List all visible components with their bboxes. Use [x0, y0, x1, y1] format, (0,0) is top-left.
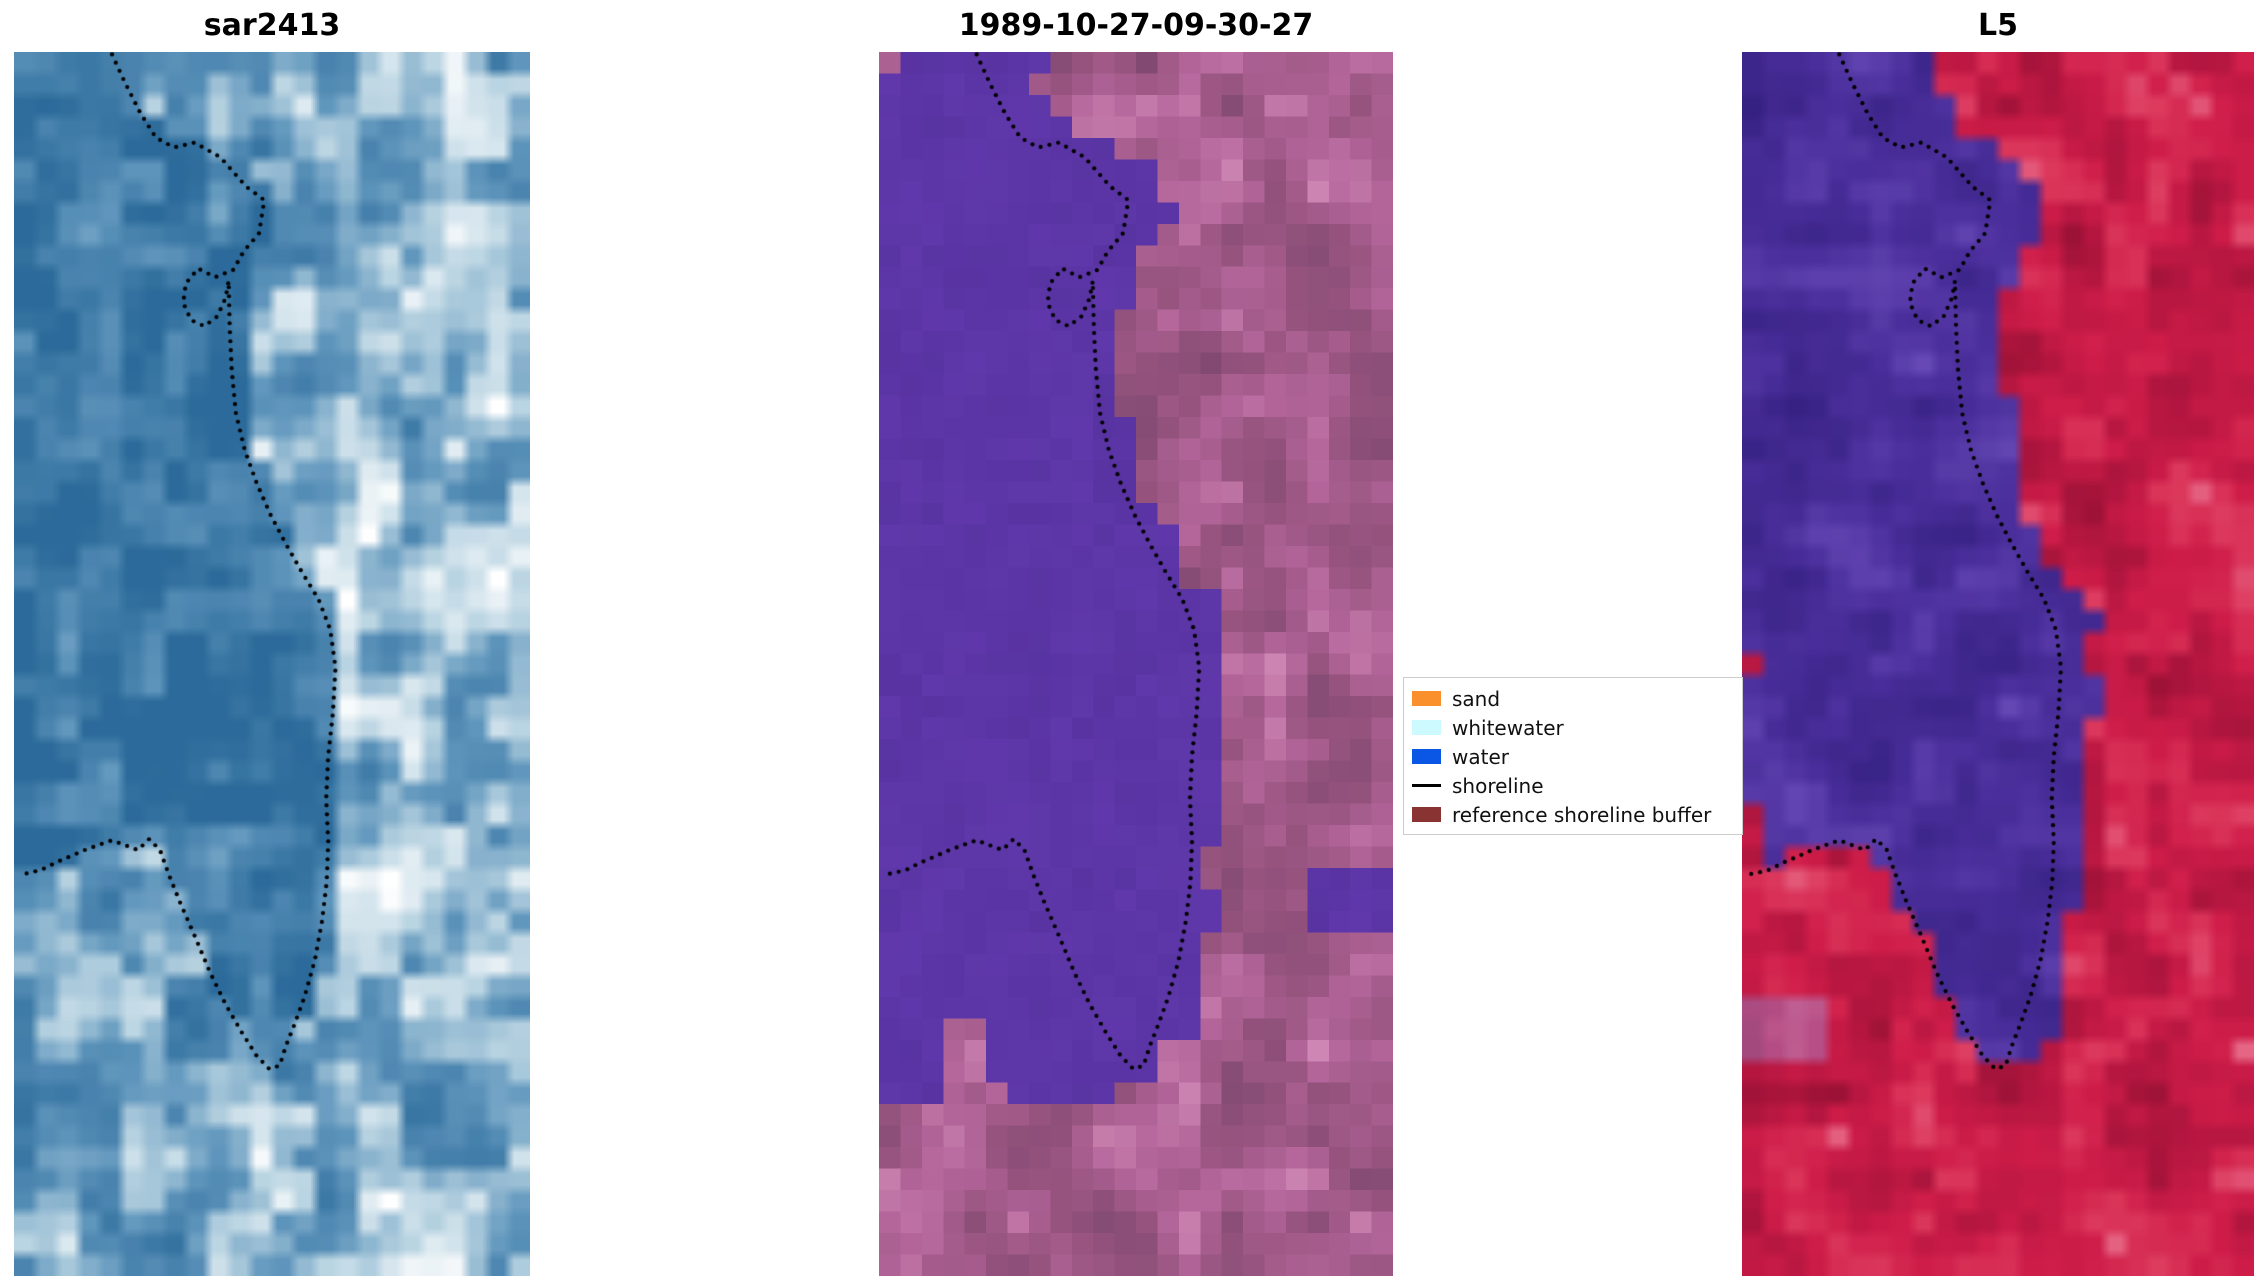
panel-title-sar: sar2413	[203, 8, 341, 43]
legend-item-reference-shoreline-buffer: reference shoreline buffer	[1412, 800, 1742, 829]
legend-color-swatch	[1412, 749, 1441, 764]
legend-label: reference shoreline buffer	[1452, 802, 1712, 827]
legend-label: shoreline	[1452, 773, 1544, 798]
shoreline-dots-overlay	[1742, 52, 2254, 1276]
legend-item-sand: sand	[1412, 684, 1742, 713]
panel-title-l5: L5	[1978, 8, 2018, 43]
legend-color-swatch	[1412, 720, 1441, 735]
legend-color-swatch	[1412, 807, 1441, 822]
legend-item-shoreline: shoreline	[1412, 771, 1742, 800]
legend-label: water	[1452, 744, 1509, 769]
l5-image-panel	[1742, 52, 2254, 1276]
legend-color-swatch	[1412, 691, 1441, 706]
legend-line-swatch	[1412, 784, 1441, 787]
shoreline-dots-overlay	[14, 52, 530, 1276]
legend-label: sand	[1452, 686, 1501, 711]
legend-item-whitewater: whitewater	[1412, 713, 1742, 742]
legend-items: sand whitewater water shoreline reference sh…	[1412, 684, 1742, 829]
sar-image-panel	[14, 52, 530, 1276]
classification-image-panel	[879, 52, 1393, 1276]
shoreline-dots-overlay	[879, 52, 1393, 1276]
legend: sand whitewater water shoreline reference sh…	[1403, 677, 1743, 835]
legend-item-water: water	[1412, 742, 1742, 771]
panel-title-classification: 1989-10-27-09-30-27	[958, 8, 1314, 43]
legend-label: whitewater	[1452, 715, 1564, 740]
